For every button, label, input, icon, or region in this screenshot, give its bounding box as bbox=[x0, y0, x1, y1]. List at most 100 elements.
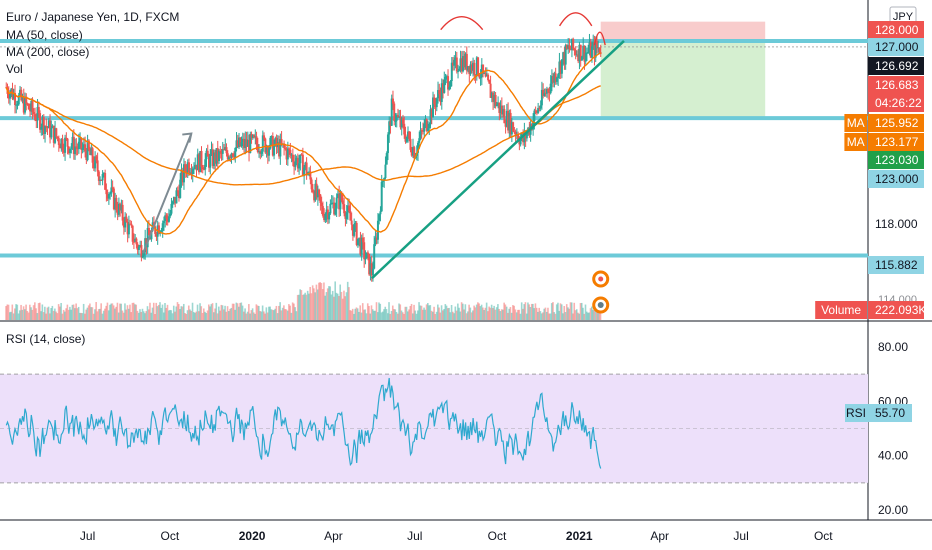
volume-bar bbox=[303, 294, 305, 320]
candle-body bbox=[495, 104, 498, 106]
volume-bar bbox=[64, 311, 66, 320]
volume-bar bbox=[349, 310, 352, 320]
stop-loss-zone bbox=[600, 21, 766, 41]
candle-body bbox=[195, 164, 198, 171]
candle-body bbox=[406, 131, 409, 137]
volume-bar bbox=[136, 310, 139, 320]
volume-bar bbox=[120, 303, 122, 320]
volume-bar bbox=[300, 290, 303, 320]
chart-title[interactable]: Euro / Japanese Yen, 1D, FXCM bbox=[6, 10, 180, 24]
volume-bar bbox=[39, 302, 41, 320]
candle-body bbox=[480, 64, 483, 78]
candle-body bbox=[273, 145, 276, 156]
volume-bar bbox=[34, 302, 36, 320]
candle-body bbox=[24, 96, 27, 113]
candle-body bbox=[16, 104, 19, 106]
volume-bar bbox=[25, 304, 27, 320]
candle-body bbox=[114, 197, 117, 210]
price-tag-box bbox=[868, 21, 924, 39]
candle-body bbox=[104, 173, 107, 190]
volume-legend[interactable]: Vol bbox=[6, 62, 23, 76]
volume-bar bbox=[51, 305, 54, 320]
volume-bar bbox=[391, 305, 394, 320]
candle-body bbox=[558, 61, 561, 75]
candle-body bbox=[523, 131, 526, 143]
candle-body bbox=[146, 227, 149, 248]
volume-bar bbox=[341, 298, 344, 320]
volume-bar bbox=[273, 310, 275, 320]
ma200-legend[interactable]: MA (200, close) bbox=[6, 45, 90, 59]
volume-bar bbox=[76, 308, 79, 320]
candle-body bbox=[582, 45, 585, 57]
candle-body bbox=[99, 179, 102, 181]
candle-body bbox=[575, 54, 578, 56]
candle-body bbox=[105, 189, 108, 195]
candle-body bbox=[559, 61, 562, 74]
volume-bar bbox=[110, 303, 112, 320]
price-tag-prefix-box bbox=[844, 133, 867, 151]
volume-bar bbox=[580, 302, 583, 320]
volume-bar bbox=[443, 309, 445, 320]
candle-body bbox=[557, 74, 560, 78]
volume-bar bbox=[97, 309, 100, 320]
candle-body bbox=[445, 76, 448, 78]
candle-body bbox=[110, 187, 113, 194]
candle-body bbox=[572, 38, 575, 49]
volume-bar bbox=[7, 304, 10, 320]
candle-body bbox=[365, 252, 368, 259]
candle-body bbox=[15, 104, 18, 106]
candle-body bbox=[403, 123, 406, 135]
volume-bar bbox=[104, 308, 106, 320]
volume-bar bbox=[195, 311, 198, 320]
volume-bar bbox=[283, 305, 285, 320]
volume-bar bbox=[14, 308, 16, 320]
rsi-tag-prefix-box bbox=[845, 404, 868, 423]
volume-bar bbox=[364, 309, 367, 320]
volume-bar bbox=[236, 303, 239, 320]
volume-bar bbox=[468, 304, 470, 320]
drawings[interactable] bbox=[142, 12, 625, 314]
volume-bar bbox=[575, 309, 578, 320]
ma50-legend[interactable]: MA (50, close) bbox=[6, 28, 83, 42]
candle-body bbox=[359, 237, 362, 255]
volume-bar bbox=[230, 307, 233, 320]
volume-bar bbox=[61, 313, 64, 320]
candle-body bbox=[550, 76, 553, 84]
volume-bar bbox=[159, 302, 161, 320]
volume-bar bbox=[557, 302, 559, 320]
volume-bar bbox=[503, 302, 505, 320]
volume-bar bbox=[380, 312, 383, 320]
candle-body bbox=[170, 203, 173, 214]
candle-body bbox=[313, 192, 316, 201]
candle-body bbox=[165, 215, 168, 219]
volume-bar bbox=[9, 312, 11, 320]
candle-body bbox=[126, 221, 129, 235]
candle-body bbox=[69, 148, 72, 154]
candle-body bbox=[473, 62, 476, 75]
candle-body bbox=[404, 134, 407, 142]
candle-body bbox=[567, 45, 570, 49]
candle-body bbox=[360, 237, 363, 255]
volume-bar bbox=[389, 313, 392, 320]
candle-body bbox=[206, 150, 209, 157]
volume-bar bbox=[354, 308, 357, 320]
volume-bar bbox=[333, 296, 335, 320]
volume-bar bbox=[244, 308, 246, 320]
candle-body bbox=[241, 138, 244, 143]
candle-body bbox=[422, 130, 425, 132]
volume-bar bbox=[115, 306, 117, 320]
candle-body bbox=[35, 119, 38, 121]
candle-body bbox=[411, 147, 414, 156]
volume-bar bbox=[40, 311, 42, 320]
candle-body bbox=[439, 94, 442, 102]
rsi-legend[interactable]: RSI (14, close) bbox=[6, 332, 86, 346]
candle-body bbox=[479, 77, 482, 79]
candle-body bbox=[275, 138, 278, 148]
candle-body bbox=[381, 180, 384, 182]
candle-body bbox=[326, 209, 329, 220]
candle-body bbox=[344, 213, 347, 219]
candle-body bbox=[366, 252, 369, 254]
candle-body bbox=[185, 171, 188, 173]
volume-bar bbox=[172, 305, 175, 320]
